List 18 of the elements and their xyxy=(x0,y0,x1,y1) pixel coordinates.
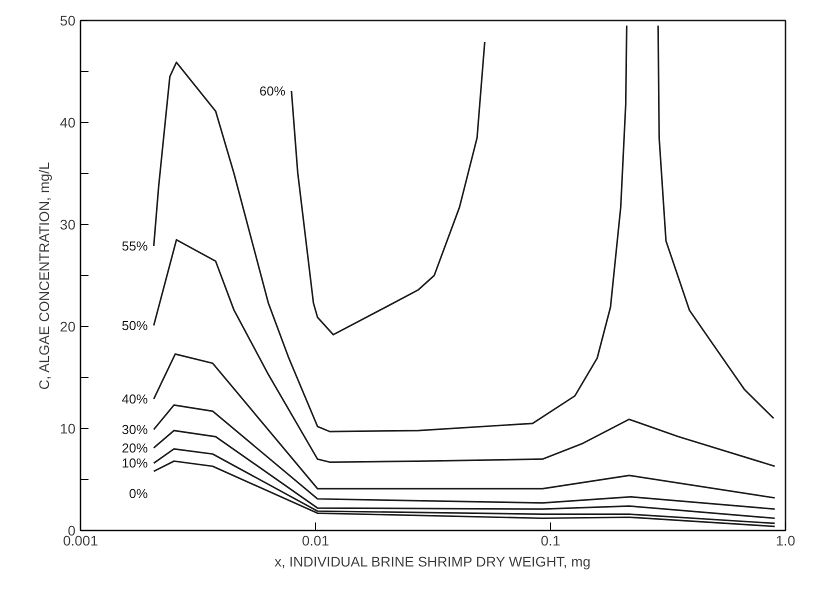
series-label: 20% xyxy=(122,440,148,456)
series-label: 10% xyxy=(122,456,148,471)
y-tick-label: 50 xyxy=(60,12,76,28)
y-tick-label: 10 xyxy=(60,420,76,436)
series-label: 40% xyxy=(122,391,148,406)
y-tick-label: 30 xyxy=(60,216,76,232)
series-label: 50% xyxy=(122,318,148,333)
series-label: 55% xyxy=(122,238,148,254)
series-label: 30% xyxy=(122,422,148,438)
y-tick-label: 20 xyxy=(60,318,76,334)
y-tick-label: 40 xyxy=(60,114,76,130)
y-axis-title: C, ALGAE CONCENTRATION, mg/L xyxy=(36,162,52,390)
x-tick-label: 0.1 xyxy=(540,532,560,548)
x-tick-label: 1.0 xyxy=(776,532,796,548)
x-tick-label: 0.01 xyxy=(302,532,330,548)
series-label: 0% xyxy=(128,486,148,501)
x-axis-title: x, INDIVIDUAL BRINE SHRIMP DRY WEIGHT, mg xyxy=(274,554,591,570)
series-label: 60% xyxy=(259,83,286,98)
